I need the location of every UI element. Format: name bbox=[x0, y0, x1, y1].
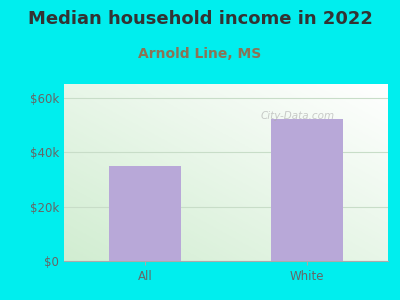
Text: City-Data.com: City-Data.com bbox=[260, 111, 334, 121]
Bar bbox=[270, 119, 344, 261]
Bar bbox=[108, 166, 182, 261]
Text: Median household income in 2022: Median household income in 2022 bbox=[28, 11, 372, 28]
Text: Arnold Line, MS: Arnold Line, MS bbox=[138, 46, 262, 61]
